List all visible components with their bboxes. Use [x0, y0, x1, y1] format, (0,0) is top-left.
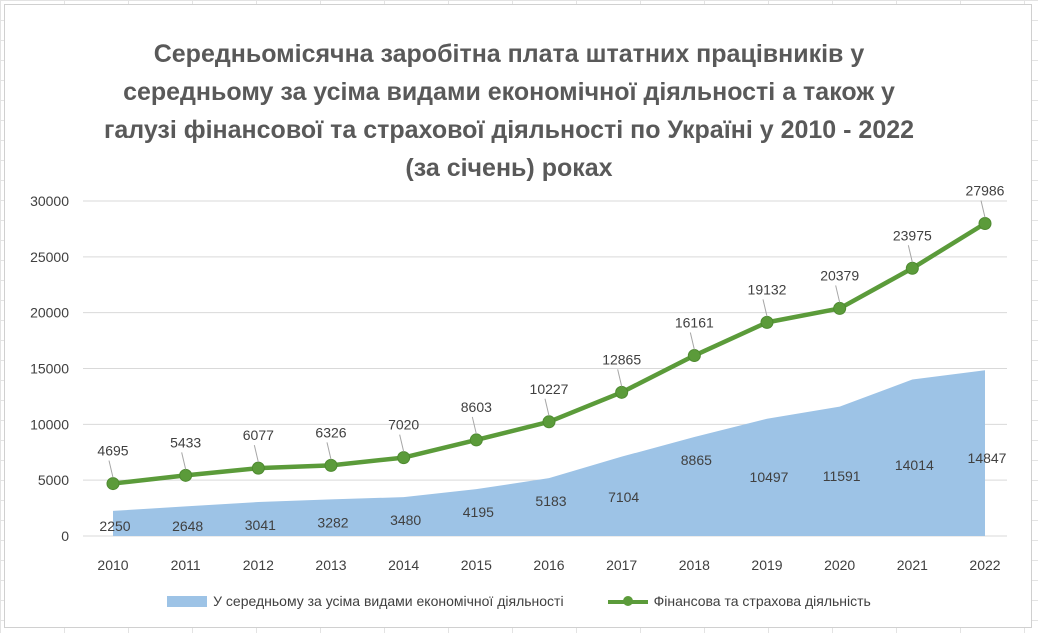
- legend-area-label: У середньому за усіма видами економічної…: [213, 593, 564, 609]
- area-data-label: 11591: [823, 468, 861, 484]
- line-label-leader: [980, 200, 986, 218]
- area-data-label: 3041: [245, 517, 276, 533]
- area-data-label: 3282: [317, 514, 348, 530]
- area-data-label: 7104: [608, 489, 639, 505]
- chart-area[interactable]: Середньомісячна заробітна плата штатних …: [4, 4, 1032, 628]
- line-data-label: 5433: [170, 434, 201, 450]
- line-data-label: 23975: [893, 227, 932, 243]
- line-label-leader: [471, 416, 477, 435]
- legend-area-swatch: [167, 595, 208, 607]
- area-data-label: 2250: [99, 518, 130, 534]
- line-data-point: [324, 458, 338, 472]
- y-tick-label: 20000: [30, 305, 69, 321]
- chart-title: Середньомісячна заробітна плата штатних …: [103, 40, 915, 182]
- line-data-point: [106, 477, 120, 491]
- line-data-point: [615, 385, 629, 399]
- line-data-point: [833, 301, 847, 315]
- x-tick-label: 2017: [606, 557, 637, 573]
- chart-plot: 0 5000 10000 15000 20000 25000 30000 2010 2011 20…: [30, 182, 1007, 573]
- line-label-leader: [544, 398, 550, 416]
- line-data-label: 10227: [530, 381, 569, 397]
- line-data-point: [978, 216, 992, 230]
- area-data-label: 8865: [681, 452, 712, 468]
- area-data-label: 5183: [535, 493, 566, 509]
- x-tick-label: 2019: [751, 557, 782, 573]
- line-data-point: [179, 468, 193, 482]
- line-data-label: 27986: [966, 182, 1005, 198]
- y-tick-label: 10000: [30, 416, 69, 432]
- line-label-leader: [326, 442, 332, 460]
- x-tick-label: 2012: [243, 557, 274, 573]
- line-data-label: 20379: [820, 267, 859, 283]
- legend-line-marker: [622, 595, 633, 606]
- line-data-label: 6077: [243, 427, 274, 443]
- y-tick-label: 30000: [30, 193, 69, 209]
- line-data-point: [469, 433, 483, 447]
- x-tick-label: 2022: [969, 557, 1000, 573]
- area-data-label: 2648: [172, 518, 203, 534]
- line-data-label: 7020: [388, 417, 419, 433]
- line-label-leader: [399, 434, 405, 452]
- x-tick-label: 2011: [171, 557, 201, 573]
- area-data-label: 3480: [390, 512, 421, 528]
- x-tick-label: 2016: [533, 557, 564, 573]
- x-tick-label: 2018: [679, 557, 710, 573]
- line-label-leader: [253, 445, 259, 463]
- x-tick-label: 2013: [315, 557, 346, 573]
- y-tick-label: 15000: [30, 361, 69, 377]
- line-data-point: [542, 415, 556, 429]
- line-data-point: [251, 461, 265, 475]
- area-series-fill: [113, 370, 985, 536]
- line-data-point: [905, 261, 919, 275]
- line-data-point: [397, 451, 411, 465]
- x-tick-label: 2014: [388, 557, 419, 573]
- line-data-label: 12865: [602, 351, 641, 367]
- line-data-label: 6326: [315, 424, 346, 440]
- area-data-label: 14014: [895, 457, 934, 473]
- legend-line-label: Фінансова та страхова діяльність: [653, 593, 871, 609]
- legend-item-line: Фінансова та страхова діяльність: [607, 593, 871, 609]
- x-tick-label: 2010: [97, 557, 128, 573]
- area-data-label: 4195: [463, 504, 494, 520]
- legend-item-area: У середньому за усіма видами економічної…: [167, 593, 564, 609]
- x-tick-label: 2015: [461, 557, 492, 573]
- area-data-label: 14847: [968, 450, 1007, 466]
- line-data-label: 4695: [97, 443, 128, 459]
- line-label-leader: [108, 460, 114, 478]
- legend-line-swatch: [607, 595, 648, 607]
- x-tick-label: 2021: [897, 557, 928, 573]
- line-label-leader: [689, 332, 695, 350]
- y-tick-label: 25000: [30, 249, 69, 265]
- line-label-leader: [907, 245, 913, 263]
- line-data-label: 8603: [461, 399, 492, 415]
- line-data-label: 16161: [675, 315, 714, 331]
- x-tick-label: 2020: [824, 557, 855, 573]
- line-label-leader: [835, 285, 841, 303]
- area-data-label: 10497: [750, 469, 789, 485]
- line-label-leader: [181, 452, 187, 470]
- line-data-label: 19132: [748, 281, 787, 297]
- line-data-point: [687, 349, 701, 363]
- line-label-leader: [617, 369, 623, 387]
- y-tick-label: 5000: [38, 472, 69, 488]
- y-tick-label: 0: [61, 528, 69, 544]
- line-data-point: [760, 315, 774, 329]
- chart-legend: У середньому за усіма видами економічної…: [5, 593, 1033, 609]
- line-label-leader: [762, 299, 768, 317]
